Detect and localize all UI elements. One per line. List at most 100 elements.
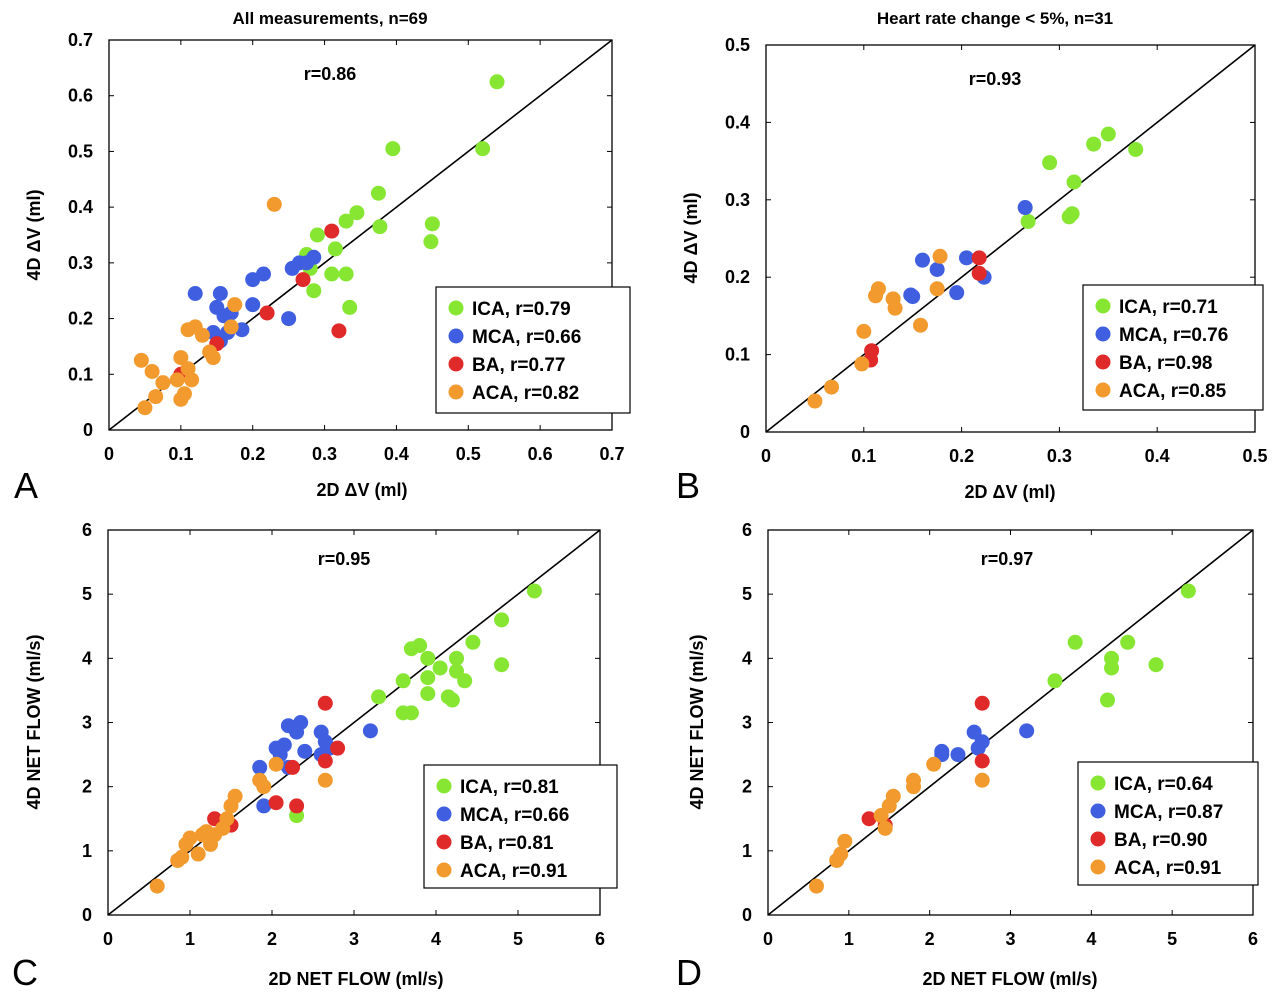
panel-b-point-ica [1128, 141, 1144, 157]
panel-c-y-tick-label: 0 [82, 905, 92, 925]
panel-a-point-ica [424, 216, 440, 232]
panel-a-point-mca [255, 266, 271, 282]
panel-d-series-ica [1047, 583, 1196, 708]
panel-c-point-aca [178, 836, 194, 852]
panel-a-y-tick-label: 0.5 [68, 141, 93, 161]
panel-d-x-tick-label: 5 [1167, 929, 1177, 949]
panel-a-point-ba [331, 323, 347, 339]
panel-b-legend-entry-mca: MCA, r=0.76 [1119, 325, 1228, 346]
panel-a: 0 0.1 0.2 0.3 0.4 0.5 0.6 0.7 0 0.1 0.2 0.3 0.4 0.5 0.… [14, 9, 631, 506]
panel-a-point-mca [281, 311, 297, 327]
panel-d-y-tick-label: 0 [742, 905, 752, 925]
panel-a-legend-entry-aca: ACA, r=0.82 [472, 383, 579, 404]
panel-d-point-ica [1047, 673, 1063, 689]
panel-b-legend-box [1082, 284, 1264, 411]
panel-a-point-ica [306, 283, 322, 299]
panel-c-legend-entry-ica: ICA, r=0.81 [460, 777, 559, 798]
panel-d-legend-marker-ba [1090, 831, 1106, 847]
panel-b-point-aca [887, 300, 903, 316]
panel-b-point-mca [1017, 200, 1033, 216]
panel-d-legend-entry-aca: ACA, r=0.91 [1114, 858, 1222, 879]
panel-b-point-aca [824, 379, 840, 395]
panel-a-x-tick-label: 0.2 [240, 444, 265, 464]
panel-a-point-ica [327, 241, 343, 257]
panel-d-x-tick-label: 6 [1248, 929, 1258, 949]
panel-d-x-axis-label: 2D NET FLOW (ml/s) [923, 969, 1098, 989]
panel-c-point-ica [465, 634, 481, 650]
panel-b-legend-marker-aca [1095, 382, 1111, 398]
panel-d-legend-entry-mca: MCA, r=0.87 [1114, 802, 1223, 823]
panel-d-letter: D [676, 952, 702, 993]
panel-b-point-ba [971, 250, 987, 266]
panel-d-point-ica [1148, 657, 1164, 673]
panel-b-point-ica [1020, 213, 1036, 229]
panel-a-x-tick-label: 0.7 [599, 444, 624, 464]
panel-b-point-ica [1042, 155, 1058, 171]
panel-c-point-ba [317, 753, 333, 769]
panel-c-x-tick-label: 1 [185, 929, 195, 949]
panel-a-y-axis-label: 4D ΔV (ml) [24, 190, 44, 281]
panel-b-point-aca [856, 323, 872, 339]
panel-c-x-tick-label: 5 [513, 929, 523, 949]
panel-c-y-tick-label: 1 [82, 841, 92, 861]
panel-b-y-tick-label: 0.4 [725, 112, 750, 132]
panel-a-legend-entry-ica: ICA, r=0.79 [472, 299, 571, 320]
panel-b-point-mca [905, 289, 921, 305]
panel-d-point-aca [926, 756, 942, 772]
panel-d-x-tick-label: 0 [763, 929, 773, 949]
panel-a-x-tick-label: 0.6 [528, 444, 553, 464]
panel-b-plot-frame [765, 44, 1256, 433]
panel-c-point-mca [362, 723, 378, 739]
panel-b-legend-marker-ba [1095, 354, 1111, 370]
panel-a-point-ica [372, 219, 388, 235]
panel-c-legend-marker-ba [436, 834, 452, 850]
panel-c-y-tick-label: 5 [82, 584, 92, 604]
panel-d-point-mca [970, 740, 986, 756]
panel-b-legend-entry-aca: ACA, r=0.85 [1119, 381, 1227, 402]
panel-a-x-tick-label: 0.1 [168, 444, 193, 464]
panel-c: 0 1 2 3 4 5 6 0 1 2 3 4 5 6 2D NET FLOW (ml/s) 4D NET F… [12, 520, 618, 993]
panel-b-point-ba [971, 265, 987, 281]
panel-a-point-ica [324, 266, 340, 282]
panel-a-plot-frame [108, 39, 613, 431]
panel-d-point-ba [974, 695, 990, 711]
panel-d-y-axis-label: 4D NET FLOW (ml/s) [687, 634, 707, 809]
panel-d-y-tick-label: 2 [742, 777, 752, 797]
panel-d-x-tick-label: 4 [1086, 929, 1096, 949]
panel-b-y-tick-label: 0.5 [725, 35, 750, 55]
panel-a-point-aca [173, 350, 189, 366]
panel-a-point-aca [133, 352, 149, 368]
panel-a-y-tick-label: 0.6 [68, 86, 93, 106]
panel-b: 0 0.1 0.2 0.3 0.4 0.5 0 0.1 0.2 0.3 0.4 0.5 Heart ra… [676, 9, 1268, 506]
panel-a-legend-marker-aca [448, 384, 464, 400]
panel-c-point-ba [330, 740, 346, 756]
panel-d-x-tick-label: 3 [1005, 929, 1015, 949]
panel-b-point-ica [1064, 206, 1080, 222]
panel-a-point-ica [475, 141, 491, 157]
panel-d-point-ica [1104, 660, 1120, 676]
panel-b-series-mca [903, 200, 1033, 305]
panel-d-series-aca [809, 756, 990, 894]
panel-b-x-tick-label: 0.4 [1145, 446, 1170, 466]
panel-b-y-axis-label: 4D ΔV (ml) [681, 193, 701, 284]
panel-a-point-mca [245, 297, 261, 313]
panel-c-point-ica [420, 670, 436, 686]
panel-c-identity-line [107, 529, 601, 916]
panel-a-legend-entry-mca: MCA, r=0.66 [472, 327, 581, 348]
panel-b-identity-line [765, 44, 1256, 433]
panel-c-point-mca [252, 759, 268, 775]
panel-c-point-aca [223, 798, 239, 814]
panel-d-point-mca [1019, 723, 1035, 739]
panel-c-x-tick-label: 2 [267, 929, 277, 949]
panel-c-point-mca [297, 743, 313, 759]
panel-c-point-ica [457, 673, 473, 689]
panel-a-series-mca [187, 249, 322, 349]
panel-b-point-aca [929, 281, 945, 297]
panel-c-point-ica [371, 689, 387, 705]
panel-b-x-tick-label: 0.3 [1047, 446, 1072, 466]
panel-c-y-axis-label: 4D NET FLOW (ml/s) [24, 634, 44, 809]
panel-a-point-ica [309, 227, 325, 243]
panel-c-point-ba [285, 759, 300, 775]
panel-c-legend-marker-aca [436, 862, 452, 878]
panel-d-identity-line [767, 529, 1254, 916]
